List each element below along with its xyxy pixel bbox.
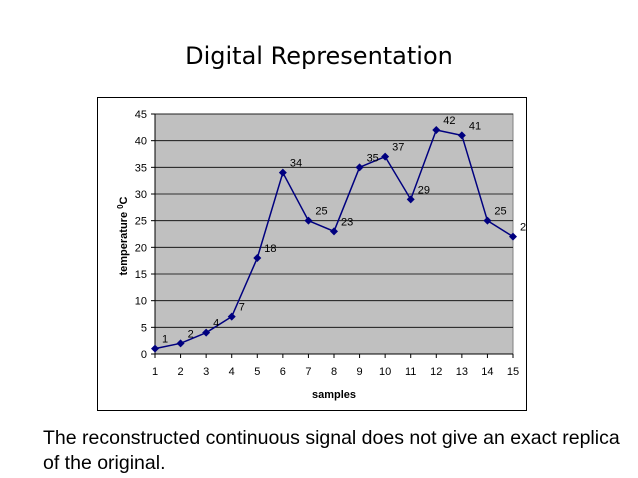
data-point — [509, 232, 517, 241]
x-axis-ticks: 1 2 3 4 5 6 7 8 9 10 11 12 13 14 15 — [152, 354, 519, 378]
svg-text:temperature 0C: temperature 0C — [116, 196, 130, 275]
y-tick-label: 35 — [135, 162, 147, 174]
data-point — [227, 312, 236, 321]
data-point — [406, 195, 415, 204]
data-label: 34 — [290, 158, 302, 170]
chart-frame: 0 5 10 15 20 25 30 35 40 45 1 2 3 4 5 6 7 8 9 10 11 12 13 14 15… — [97, 97, 532, 411]
data-label: 23 — [341, 216, 353, 228]
x-tick-label: 6 — [280, 366, 286, 378]
y-tick-label: 0 — [141, 349, 147, 361]
data-label: 1 — [162, 334, 168, 346]
x-tick-label: 12 — [430, 366, 442, 378]
x-tick-label: 8 — [331, 366, 337, 378]
x-tick-label: 1 — [152, 366, 158, 378]
data-point — [202, 328, 211, 337]
data-point — [483, 216, 492, 225]
y-axis-label: temperature 0C — [116, 196, 130, 275]
data-point — [457, 131, 466, 140]
data-point — [253, 254, 262, 262]
y-tick-label: 25 — [135, 216, 147, 228]
data-point — [355, 163, 364, 172]
y-axis-label-text: temperature — [118, 212, 130, 276]
data-label: 35 — [367, 152, 379, 164]
x-tick-label: 10 — [379, 366, 391, 378]
y-axis-unit: 0C — [116, 196, 130, 208]
data-point — [304, 216, 313, 225]
data-label: 18 — [264, 243, 276, 255]
y-tick-label: 15 — [135, 269, 147, 281]
data-label: 41 — [469, 120, 481, 132]
data-point — [151, 344, 159, 353]
data-point — [432, 126, 441, 134]
slide-title: Digital Representation — [185, 42, 453, 70]
y-tick-label: 30 — [135, 189, 147, 201]
y-tick-label: 20 — [135, 242, 147, 254]
x-tick-label: 7 — [305, 366, 311, 378]
x-tick-label: 4 — [229, 366, 235, 378]
x-tick-label: 13 — [456, 366, 468, 378]
data-label: 42 — [443, 115, 455, 127]
x-tick-label: 15 — [507, 366, 519, 378]
x-tick-label: 11 — [405, 366, 416, 378]
data-point — [330, 227, 338, 236]
data-label: 29 — [418, 184, 430, 196]
x-tick-label: 9 — [357, 366, 363, 378]
data-point — [278, 168, 287, 177]
data-label: 7 — [239, 302, 245, 314]
data-label: 25 — [315, 206, 327, 218]
x-tick-label: 2 — [178, 366, 184, 378]
y-tick-label: 45 — [135, 109, 147, 121]
y-tick-label: 5 — [141, 322, 147, 334]
y-tick-label: 40 — [135, 136, 147, 148]
data-label: 2 — [188, 328, 194, 340]
data-label: 4 — [213, 318, 219, 330]
data-point — [381, 152, 390, 161]
x-axis-label: samples — [312, 389, 356, 401]
y-tick-label: 10 — [135, 296, 147, 308]
x-tick-label: 14 — [481, 366, 493, 378]
data-series — [151, 126, 517, 353]
x-tick-label: 3 — [203, 366, 209, 378]
data-label: 37 — [392, 142, 404, 154]
data-label: 25 — [494, 206, 506, 218]
data-point — [176, 339, 185, 348]
data-label: 22 — [520, 222, 526, 234]
slide-caption: The reconstructed continuous signal does… — [43, 427, 620, 474]
x-tick-label: 5 — [254, 366, 260, 378]
